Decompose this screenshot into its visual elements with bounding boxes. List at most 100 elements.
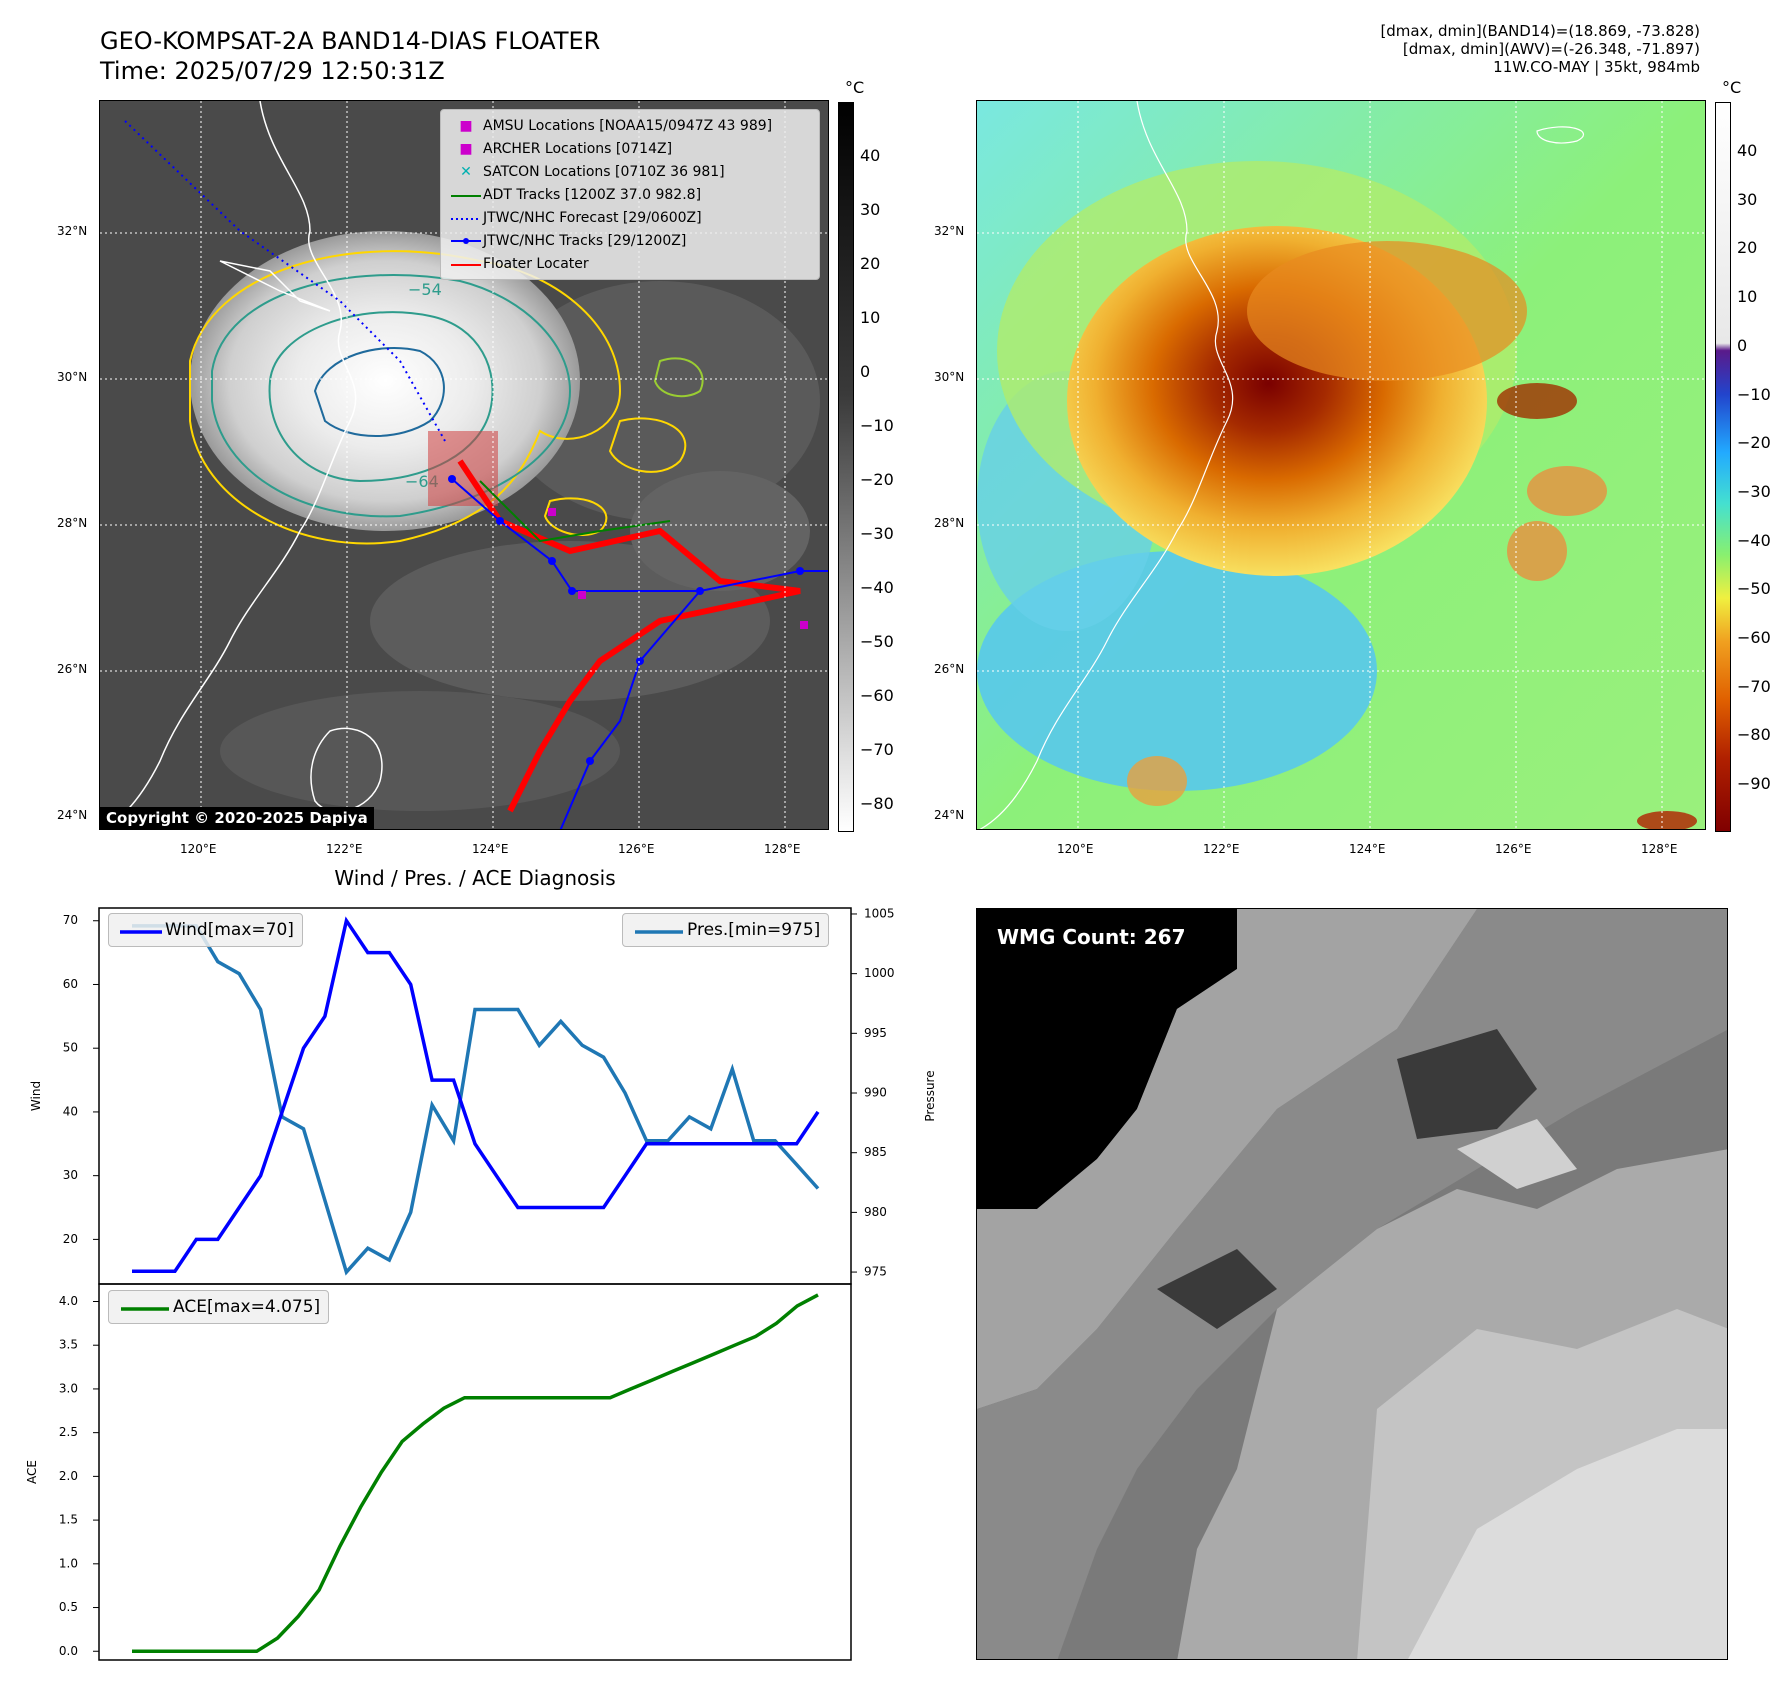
ace-tick-label: 1.0 <box>59 1556 78 1570</box>
lon-label: 120°E <box>1057 842 1094 856</box>
figure-title: GEO-KOMPSAT-2A BAND14-DIAS FLOATER Time:… <box>100 26 600 86</box>
ace-tick-label: 3.5 <box>59 1338 78 1352</box>
storm-info: [dmax, dmin](BAND14)=(18.869, -73.828) [… <box>1100 22 1700 76</box>
wind-tick-label: 20 <box>63 1232 78 1246</box>
wind-tick-label: 40 <box>63 1104 78 1118</box>
left-colorbar-tick-label: −10 <box>860 416 894 435</box>
pressure-tick-label: 1005 <box>864 906 895 920</box>
lon-label: 128°E <box>1641 842 1678 856</box>
lon-label: 128°E <box>764 842 801 856</box>
jtwc-forecast-line <box>124 120 446 442</box>
ace-series-line <box>132 1293 819 1654</box>
lat-label: 28°N <box>934 516 965 530</box>
left-colorbar-tick-label: −80 <box>860 794 894 813</box>
legend-item-forecast: JTWC/NHC Forecast [29/0600Z] <box>451 209 702 226</box>
right-colorbar-tick-label: 0 <box>1737 335 1748 355</box>
ace-tick-label: 2.0 <box>59 1469 78 1483</box>
info-line-3: 11W.CO-MAY | 35kt, 984mb <box>1493 58 1700 76</box>
pressure-legend-label: Pres.[min=975] <box>687 920 821 940</box>
ace-tick-label: 4.0 <box>59 1294 78 1308</box>
lat-label: 30°N <box>57 370 88 384</box>
pressure-legend: Pres.[min=975] <box>622 913 830 947</box>
right-colorbar-tick-label: −50 <box>1737 579 1771 599</box>
left-colorbar-tick-label: 30 <box>860 200 881 219</box>
wind-tick-label: 70 <box>63 913 78 927</box>
right-colorbar-tick-label: 20 <box>1737 238 1758 258</box>
coastline <box>102 101 357 829</box>
diagnosis-chart: 70 60 50 40 30 20 1005 1000 995 990 985 980 975 4.0… <box>25 906 937 1661</box>
wind-tick-label: 30 <box>63 1168 78 1182</box>
ace-legend: ACE[max=4.075] <box>108 1290 330 1324</box>
pressure-axis: 1005 1000 995 990 985 980 975 <box>851 906 895 1279</box>
right-colorbar-tick-label: −80 <box>1737 725 1771 745</box>
ace-tick-label: 0.5 <box>59 1600 78 1614</box>
ace-tick-label: 1.5 <box>59 1513 78 1527</box>
lat-label: 32°N <box>57 224 88 238</box>
ir-map-panel: −54 −64 ■ AMSU Locations [NOAA15/0947Z 43… <box>99 100 829 830</box>
lon-label: 126°E <box>1495 842 1532 856</box>
left-colorbar-tick-label: 0 <box>860 362 871 381</box>
right-colorbar-tick-label: 40 <box>1737 141 1758 160</box>
right-colorbar-tick-label: 10 <box>1737 287 1758 307</box>
ace-axis: 4.0 3.5 3.0 2.5 2.0 1.5 1.0 0.5 0.0 <box>59 1294 99 1658</box>
wind-series-line <box>132 916 820 1274</box>
ace-axis-label: ACE <box>25 1460 39 1484</box>
diagnosis-title: Wind / Pres. / ACE Diagnosis <box>334 866 616 890</box>
wmg-panel: WMG Count: 267 <box>976 908 1728 1660</box>
lon-label: 124°E <box>472 842 509 856</box>
wind-tick-label: 60 <box>63 977 78 991</box>
contour-yellow <box>189 250 622 545</box>
left-colorbar-tick-label: −70 <box>860 740 894 759</box>
right-colorbar-tick-label: −10 <box>1737 384 1771 404</box>
info-line-1: [dmax, dmin](BAND14)=(18.869, -73.828) <box>1380 22 1700 40</box>
map-legend: ■ AMSU Locations [NOAA15/0947Z 43 989] ■ A… <box>440 109 820 280</box>
left-colorbar-tick-label: −30 <box>860 524 894 543</box>
left-colorbar-tick-label: −20 <box>860 470 894 489</box>
lat-label: 24°N <box>934 808 965 822</box>
pressure-series-line <box>132 924 820 1276</box>
awv-map-image <box>977 101 1705 829</box>
lat-label: 30°N <box>934 370 965 384</box>
lat-label: 26°N <box>57 662 88 676</box>
wind-legend: Wind[max=70] <box>108 913 303 947</box>
left-colorbar-tick-label: −60 <box>860 686 894 705</box>
ace-tick-label: 0.0 <box>59 1644 78 1658</box>
lon-label: 122°E <box>326 842 363 856</box>
legend-item-amsu: ■ AMSU Locations [NOAA15/0947Z 43 989] <box>459 117 773 134</box>
left-colorbar-unit: °C <box>845 78 865 97</box>
copyright-badge: Copyright © 2020-2025 Dapiya <box>100 807 374 829</box>
legend-item-floater: Floater Locater <box>451 255 589 272</box>
right-colorbar-unit: °C <box>1722 78 1742 97</box>
left-colorbar-tick-label: 40 <box>860 146 881 165</box>
right-colorbar-tick-label: −60 <box>1737 628 1771 647</box>
awv-map-panel <box>976 100 1706 830</box>
wmg-count-badge: WMG Count: 267 <box>989 921 1194 953</box>
wind-axis: 70 60 50 40 30 20 <box>63 913 99 1246</box>
wind-tick-label: 50 <box>63 1041 78 1055</box>
right-colorbar-tick-label: −70 <box>1737 676 1771 696</box>
title-line-1: GEO-KOMPSAT-2A BAND14-DIAS FLOATER <box>100 27 601 55</box>
lon-label: 120°E <box>180 842 217 856</box>
right-colorbar-tick-label: −20 <box>1737 433 1771 453</box>
legend-item-satcon: ✕ SATCON Locations [0710Z 36 981] <box>460 163 725 180</box>
left-colorbar-tick-label: −50 <box>860 632 894 651</box>
wind-axis-label: Wind <box>29 1081 43 1111</box>
info-line-2: [dmax, dmin](AWV)=(-26.348, -71.897) <box>1402 40 1700 58</box>
ace-legend-label: ACE[max=4.075] <box>173 1297 321 1317</box>
pressure-tick-label: 985 <box>864 1145 887 1159</box>
floater-locater-line <box>457 459 801 813</box>
lat-label: 32°N <box>934 224 965 238</box>
right-colorbar <box>1715 102 1731 832</box>
ace-tick-label: 2.5 <box>59 1425 78 1439</box>
lon-label: 126°E <box>618 842 655 856</box>
right-colorbar-tick-label: −30 <box>1737 481 1771 501</box>
left-colorbar-tick-label: 10 <box>860 308 881 327</box>
legend-item-tracks: JTWC/NHC Tracks [29/1200Z] <box>449 229 811 252</box>
pressure-tick-label: 980 <box>864 1205 887 1219</box>
right-colorbar-tick-label: −90 <box>1737 774 1771 794</box>
legend-item-adt: ADT Tracks [1200Z 37.0 982.8] <box>451 186 702 203</box>
ace-plot-frame <box>98 1283 852 1661</box>
lon-label: 122°E <box>1203 842 1240 856</box>
pressure-tick-label: 975 <box>864 1265 887 1279</box>
lat-label: 28°N <box>57 516 88 530</box>
